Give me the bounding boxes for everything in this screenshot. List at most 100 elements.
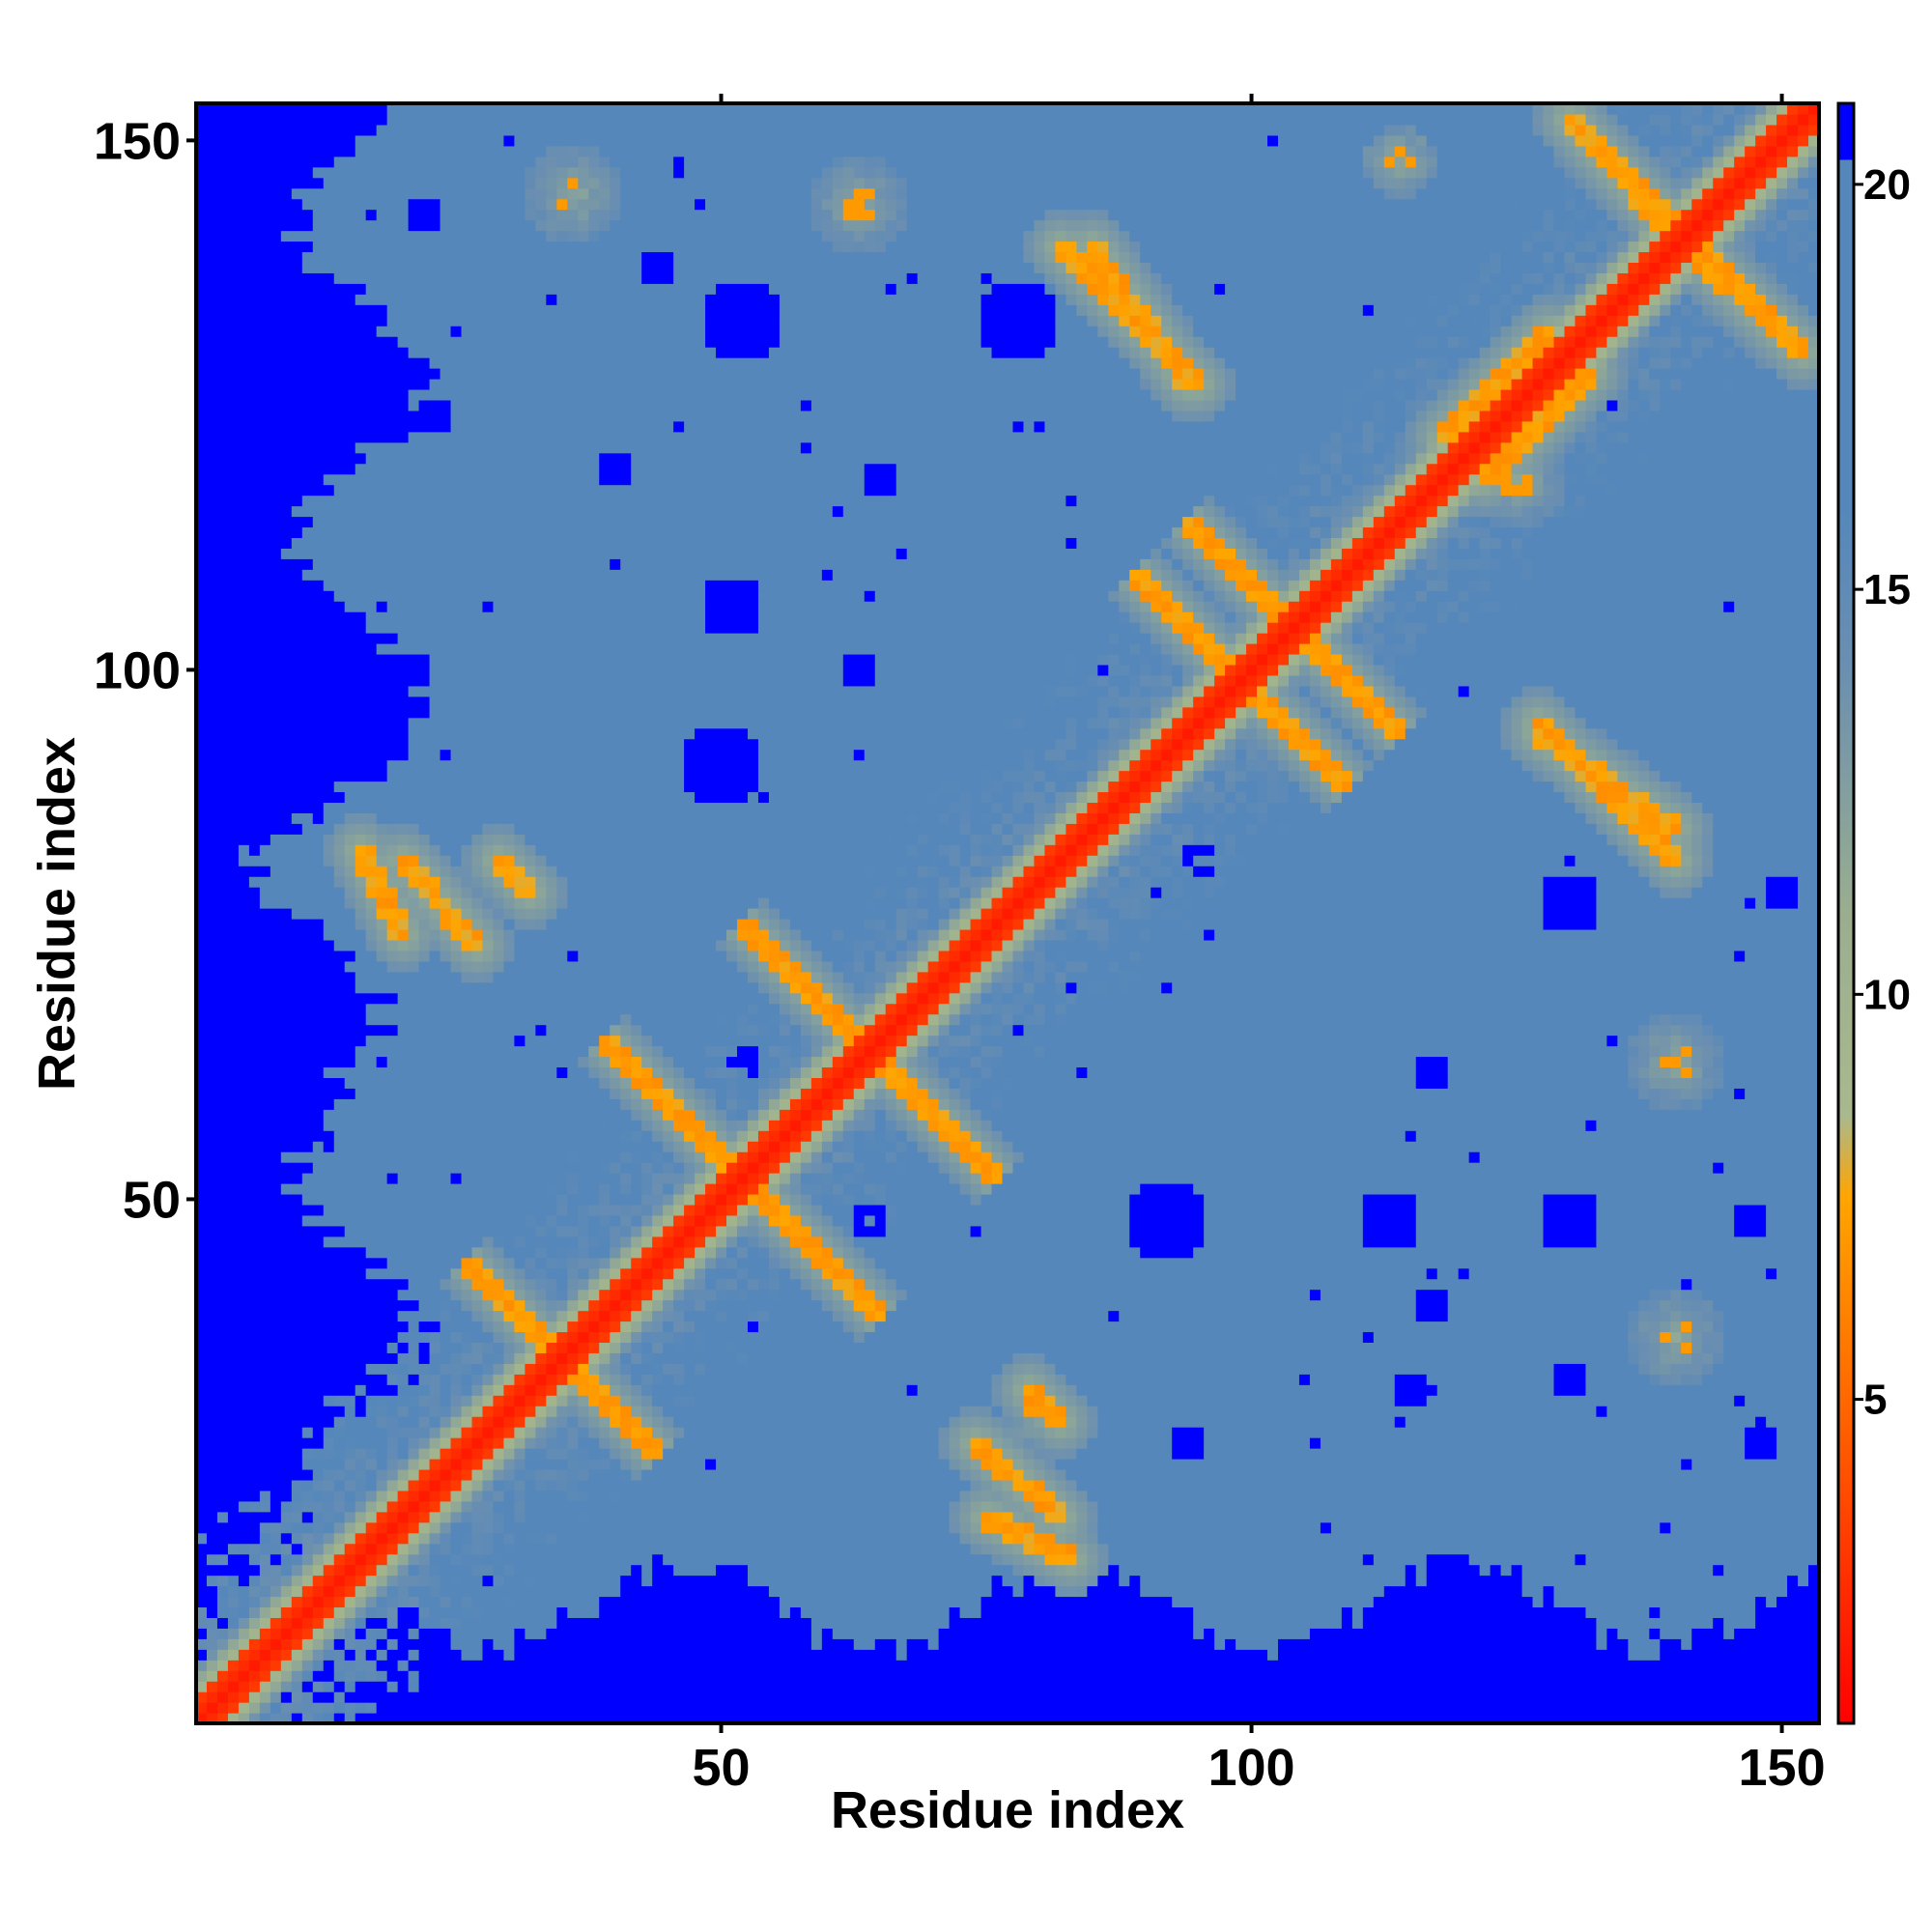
heatmap-cell-run: [822, 1004, 834, 1015]
heatmap-cell-run: [1204, 590, 1215, 602]
heatmap-cell-run: [1193, 622, 1205, 634]
heatmap-cell-run: [610, 1120, 642, 1131]
heatmap-cell-run: [462, 1437, 473, 1449]
heatmap-cell-run: [737, 1151, 749, 1163]
heatmap-cell-run: [1448, 611, 1460, 623]
heatmap-cell-run: [1649, 1025, 1661, 1037]
heatmap-cell-run: [281, 1554, 293, 1566]
heatmap-cell-run: [886, 1279, 897, 1291]
heatmap-cell-run: [758, 1077, 770, 1089]
heatmap-cell-run: [1512, 696, 1523, 708]
heatmap-cell-run: [758, 601, 1120, 612]
heatmap-cell-run: [1660, 876, 1671, 888]
heatmap-cell-run: [514, 1395, 526, 1406]
heatmap-cell-run: [196, 1120, 324, 1131]
heatmap-cell-run: [1649, 1077, 1661, 1089]
heatmap-cell-run: [324, 580, 706, 591]
heatmap-cell-run: [1204, 611, 1215, 623]
heatmap-cell-run: [1161, 590, 1173, 602]
heatmap-cell-run: [1182, 897, 1194, 909]
heatmap-cell-run: [281, 1617, 293, 1629]
heatmap-cell-run: [1119, 739, 1130, 751]
heatmap-cell-run: [1331, 633, 1343, 644]
heatmap-cell-run: [695, 1247, 706, 1259]
heatmap-cell-run: [1214, 771, 1226, 782]
heatmap-cell-run: [726, 1066, 738, 1078]
heatmap-cell-run: [992, 1576, 1004, 1587]
heatmap-cell-run: [981, 1522, 1004, 1534]
heatmap-cell-run: [1087, 982, 1109, 994]
heatmap-cell-run: [196, 1025, 398, 1037]
heatmap-cell-run: [599, 1448, 611, 1460]
heatmap-cell-run: [482, 1554, 494, 1566]
heatmap-cell-run: [599, 1331, 611, 1343]
heatmap-cell-run: [1691, 1628, 1724, 1639]
heatmap-cell-run: [886, 1194, 971, 1206]
heatmap-cell-run: [207, 1670, 218, 1682]
heatmap-cell-run: [1553, 1363, 1586, 1375]
heatmap-cell-run: [196, 665, 430, 676]
heatmap-cell-run: [440, 1300, 452, 1312]
heatmap-cell-run: [1575, 739, 1586, 751]
heatmap-cell-run: [281, 1533, 293, 1545]
heatmap-cell-run: [1034, 1046, 1045, 1058]
heatmap-cell-run: [377, 844, 388, 856]
heatmap-cell-run: [1044, 1046, 1629, 1058]
heatmap-cell-run: [525, 1215, 536, 1227]
heatmap-cell-run: [1745, 1427, 1777, 1438]
heatmap-cell-run: [705, 1290, 717, 1301]
heatmap-cell-run: [981, 1533, 993, 1545]
heatmap-cell-run: [398, 844, 410, 856]
heatmap-cell-run: [196, 1141, 313, 1152]
heatmap-cell-run: [1012, 781, 1024, 792]
heatmap-cell-run: [950, 1098, 961, 1110]
heatmap-cell-run: [292, 1554, 303, 1566]
heatmap-cell-run: [1363, 643, 1375, 655]
heatmap-cell-run: [409, 897, 420, 909]
heatmap-cell-run: [971, 1046, 982, 1058]
heatmap-cell-run: [1522, 569, 1534, 581]
heatmap-cell-run: [1151, 686, 1173, 697]
heatmap-cell-run: [430, 1533, 441, 1545]
heatmap-cell-run: [398, 1576, 420, 1587]
heatmap-cell-run: [1055, 750, 1066, 761]
heatmap-cell-run: [652, 1565, 674, 1577]
heatmap-cell-run: [631, 1300, 642, 1312]
heatmap-cell-run: [907, 972, 919, 983]
heatmap-cell-run: [1140, 972, 1819, 983]
heatmap-cell-run: [1097, 834, 1109, 845]
heatmap-cell-run: [260, 1628, 271, 1639]
heatmap-cell-run: [1331, 654, 1343, 666]
heatmap-cell-run: [896, 1290, 908, 1301]
heatmap-cell-run: [811, 972, 823, 983]
heatmap-cell-run: [716, 1130, 727, 1142]
heatmap-cell-run: [493, 1544, 504, 1555]
heatmap-cell-run: [673, 1194, 685, 1206]
heatmap-cell-run: [1172, 643, 1183, 655]
heatmap-cell-run: [377, 1596, 388, 1607]
heatmap-cell-run: [387, 919, 399, 930]
heatmap-cell-run: [196, 643, 377, 655]
heatmap-cell-run: [1214, 675, 1226, 687]
heatmap-cell-run: [641, 1427, 653, 1438]
heatmap-cell-run: [1596, 791, 1607, 803]
heatmap-cell-run: [196, 516, 313, 527]
heatmap-cell-run: [1723, 1311, 1819, 1322]
heatmap-cell-run: [1246, 760, 1258, 772]
heatmap-cell-run: [1034, 1374, 1045, 1385]
heatmap-cell-run: [1076, 929, 1088, 941]
heatmap-cell-run: [599, 1384, 611, 1396]
heatmap-cell-run: [302, 526, 1173, 538]
heatmap-cell-run: [1204, 1236, 1363, 1248]
heatmap-cell-run: [801, 951, 812, 962]
heatmap-cell-run: [748, 1098, 759, 1110]
heatmap-cell-run: [950, 1512, 961, 1523]
heatmap-cell-run: [981, 834, 993, 845]
heatmap-cell-run: [345, 1649, 356, 1661]
heatmap-cell-run: [950, 1036, 961, 1047]
heatmap-cell-run: [451, 1427, 463, 1438]
heatmap-cell-run: [620, 1576, 642, 1587]
heatmap-cell-run: [1395, 675, 1820, 687]
heatmap-cell-run: [1129, 707, 1141, 719]
heatmap-cell-run: [1012, 961, 1024, 973]
